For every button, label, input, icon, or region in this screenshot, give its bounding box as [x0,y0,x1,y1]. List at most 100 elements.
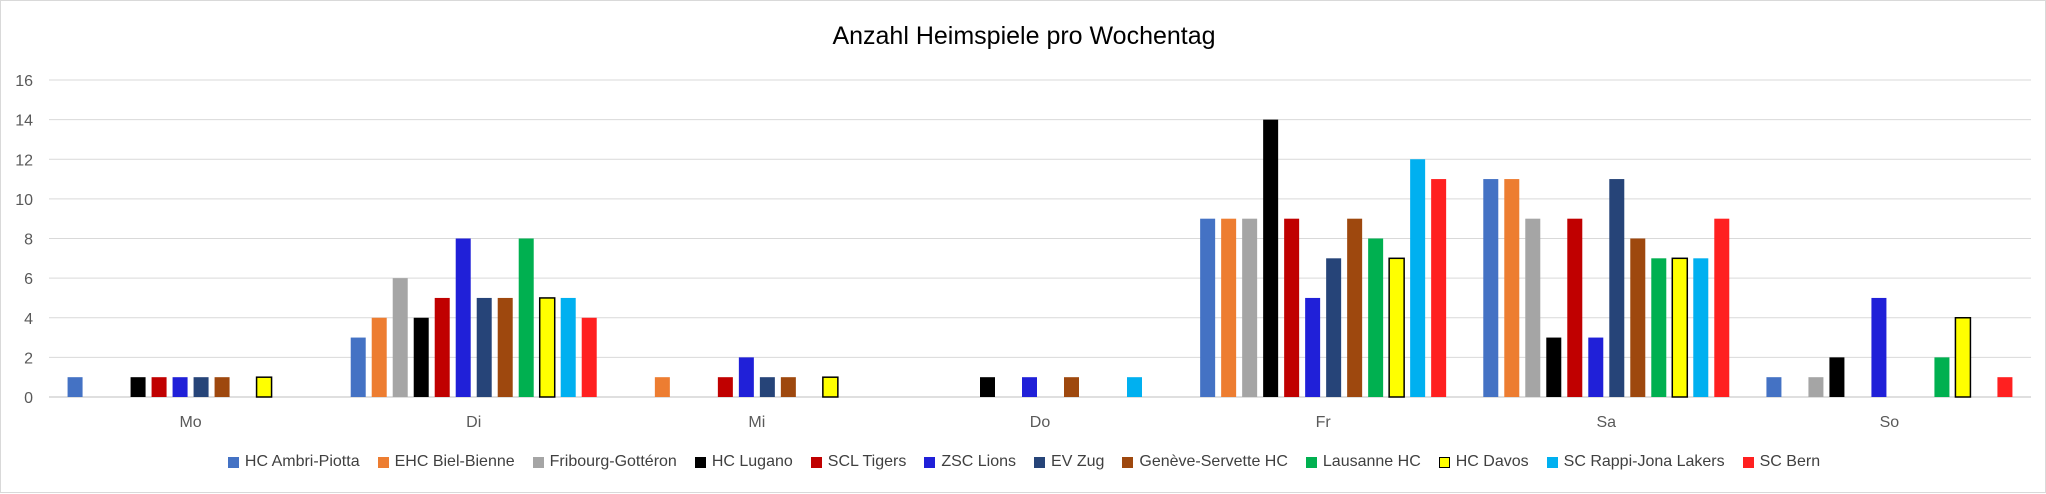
y-axis-ticks: 0 2 4 6 8 10 12 14 16 [15,73,33,407]
bar [392,278,408,397]
bar [1064,377,1079,397]
legend-swatch [227,456,239,468]
bar [172,377,188,397]
bar [1934,357,1950,397]
bar [255,376,273,398]
legend-swatch [810,456,822,468]
legend-label: ZSC Lions [941,453,1017,470]
legend-item: Genève-Servette HC [1122,453,1288,471]
legend-swatch [1742,456,1754,468]
legend-label: Lausanne HC [1322,453,1421,470]
bar [1630,238,1646,397]
legend-label: Genève-Servette HC [1139,453,1288,470]
legend-label: EHC Biel-Bienne [394,453,515,470]
legend-item: HC Davos [1438,453,1529,471]
y-tick-label: 4 [24,311,33,328]
bar [1368,238,1384,397]
bar [738,357,754,397]
bar [560,297,576,397]
bar [1431,179,1447,397]
bar [371,317,387,397]
bar [1567,218,1583,397]
bar [1504,179,1520,397]
y-tick-label: 10 [15,192,33,209]
x-tick-label: So [1880,414,1900,431]
bar [1263,119,1279,397]
y-tick-label: 0 [24,390,33,407]
legend-label: HC Ambri-Piotta [244,453,360,470]
bar [980,377,995,397]
legend-item: HC Ambri-Piotta [227,453,360,471]
bar [1326,258,1342,397]
x-tick-label: Mi [748,414,765,431]
legend-swatch [1122,456,1134,468]
legend-swatch [694,456,706,468]
bar [350,337,366,397]
legend-label: Fribourg-Gottéron [549,453,677,470]
legend-swatch [1034,456,1046,468]
legend-swatch [924,456,936,468]
bar [1221,218,1237,397]
bar [780,377,796,397]
bar [1127,377,1142,397]
bar [497,297,513,397]
bar [1305,297,1321,397]
bar [413,317,429,397]
legend-item: EV Zug [1034,453,1104,471]
legend-item: EHC Biel-Bienne [377,453,515,471]
bar [1022,377,1037,397]
bar [193,377,209,397]
y-tick-label: 8 [24,232,33,249]
bar [1671,257,1689,398]
bar [1546,337,1562,397]
legend-label: EV Zug [1051,453,1105,470]
legend-swatch [377,456,389,468]
bar [1388,257,1405,398]
legend-item: Fribourg-Gottéron [532,453,677,471]
bar [654,377,670,397]
y-tick-label: 6 [24,271,33,288]
bar [151,377,167,397]
legend-item: HC Lugano [694,453,793,471]
legend-item: SC Rappi-Jona Lakers [1546,453,1725,471]
y-tick-label: 12 [15,152,33,169]
x-axis-ticks: Mo Di Mi Do Fr Sa So [179,414,1899,431]
bar [1609,179,1625,397]
legend-label: HC Davos [1455,453,1529,470]
legend-swatch [1438,456,1450,468]
bar [1808,377,1824,397]
chart-title: Anzahl Heimspiele pro Wochentag [832,22,1215,50]
gridlines [49,79,2031,398]
x-tick-label: Mo [179,414,201,431]
legend-item: Lausanne HC [1305,453,1421,471]
bar [1871,297,1887,397]
bar [1284,218,1300,397]
bar [717,377,733,397]
bar [1588,337,1604,397]
legend-label: SC Bern [1759,453,1821,470]
x-tick-label: Di [466,414,481,431]
bar [1997,377,2013,397]
bar [476,297,492,397]
bar [538,297,556,398]
bar [1525,218,1541,397]
legend: HC Ambri-Piotta EHC Biel-Bienne Fribourg-G… [1,453,2046,471]
y-tick-label: 2 [24,350,33,367]
bar [518,238,534,397]
bar [1954,317,1972,398]
bar [581,317,597,397]
legend-label: SCL Tigers [827,453,907,470]
bar [1766,377,1782,397]
bar [214,377,230,397]
bar [1483,179,1499,397]
x-tick-label: Do [1030,414,1051,431]
bar [1200,218,1216,397]
bar [822,376,839,398]
x-tick-label: Fr [1316,414,1332,431]
bar [67,377,83,397]
bars [67,119,2013,398]
legend-swatch [532,456,544,468]
legend-item: SCL Tigers [810,453,907,471]
legend-swatch [1305,456,1317,468]
